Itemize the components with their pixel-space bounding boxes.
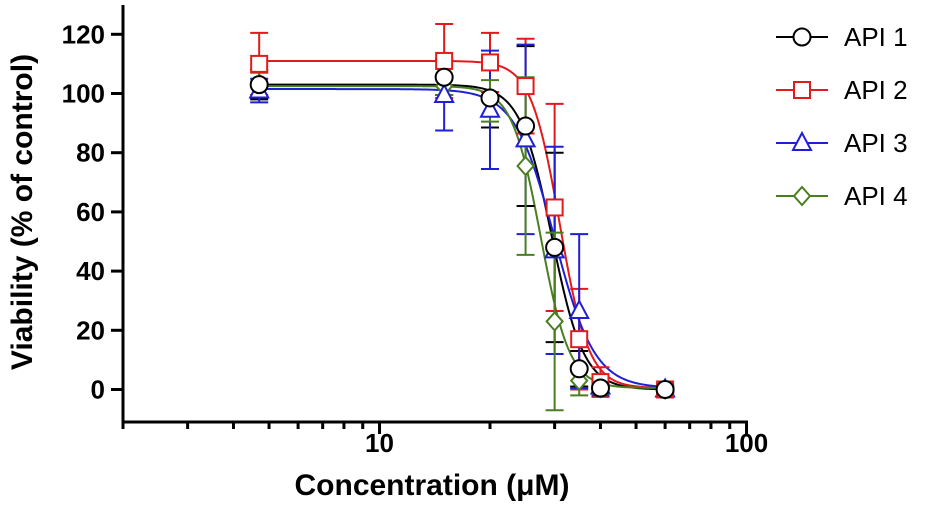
data-point: [480, 88, 500, 108]
fit-curves: [259, 59, 666, 391]
fit-curve-3: [259, 88, 666, 388]
data-point: [435, 51, 454, 70]
legend: API 1 API 2 API 3 API 4: [776, 22, 908, 211]
data-point: [590, 378, 610, 398]
data-point: [249, 75, 269, 95]
y-tick-label: 100: [62, 79, 105, 109]
fit-curve-1: [259, 83, 666, 391]
fit-curve-4: [259, 85, 666, 389]
x-axis-title: Concentration (μM): [295, 469, 570, 502]
legend-label: API 4: [844, 181, 908, 211]
y-tick-label: 20: [76, 315, 105, 345]
legend-label: API 2: [844, 75, 908, 105]
data-points: [248, 51, 676, 401]
data-point: [434, 67, 454, 87]
legend-marker: [793, 81, 811, 99]
data-point: [655, 380, 675, 399]
y-tick-label: 60: [76, 197, 105, 227]
error-bars: [250, 22, 675, 412]
data-point: [250, 54, 269, 73]
y-tick-label: 40: [76, 256, 105, 286]
data-point: [568, 298, 590, 320]
fit-curve-2: [259, 59, 666, 389]
data-point: [516, 155, 535, 177]
y-tick-label: 0: [91, 375, 105, 405]
data-point: [569, 359, 589, 379]
x-tick-label: 100: [725, 428, 768, 458]
data-point: [433, 82, 455, 103]
axes: 0 20 40 60 80 100 120 10 100: [62, 5, 768, 458]
x-tick-label: 10: [365, 428, 394, 458]
data-point: [545, 310, 564, 332]
legend-marker: [792, 185, 812, 207]
legend-label: API 3: [844, 128, 908, 158]
data-point: [570, 330, 589, 349]
data-point: [514, 127, 537, 148]
legend-marker: [791, 130, 813, 151]
y-tick-label: 80: [76, 138, 105, 168]
data-point: [479, 97, 501, 118]
legend-marker: [792, 27, 812, 47]
data-point: [481, 53, 499, 72]
y-axis-title: Viability (% of control): [6, 54, 39, 370]
data-point: [516, 77, 535, 96]
legend-label: API 1: [844, 22, 908, 52]
data-point: [545, 237, 565, 257]
y-tick-label: 120: [62, 19, 105, 49]
data-point: [516, 116, 536, 136]
data-point: [545, 198, 564, 217]
